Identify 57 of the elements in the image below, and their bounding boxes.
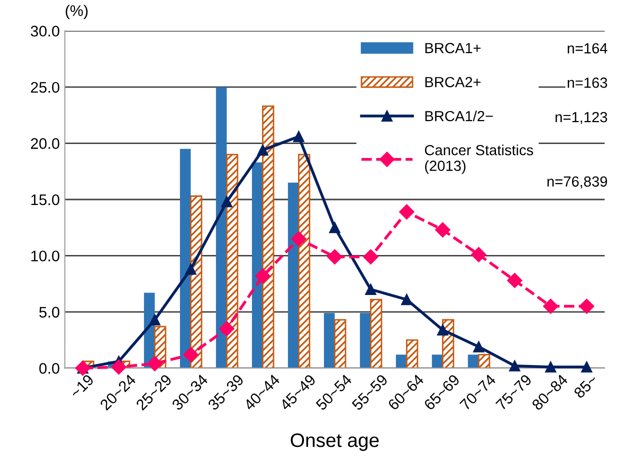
point [329,222,340,234]
y-tick-label: 20.0 [30,138,60,149]
point [291,231,306,246]
y-tick-label: 5.0 [39,306,60,318]
bar [360,313,371,368]
point [543,298,558,314]
x-tick-label: ~19 [69,374,94,399]
point [437,324,448,336]
point [581,361,592,373]
point [401,294,412,306]
legend-label: BRCA1/2− [425,110,493,122]
point [111,359,126,375]
point [219,321,234,336]
point [293,130,304,142]
point [509,360,520,372]
bar [334,319,346,368]
annotation: n=163 [568,78,608,88]
y-tick-label: 30.0 [30,26,60,37]
point [399,204,414,220]
point [255,268,270,284]
legend-label: Cancer Statistics (2013) [424,144,534,174]
point [473,341,484,352]
point [147,356,162,372]
point [185,264,196,275]
point [507,272,522,288]
annotation: n=1,123 [556,112,608,124]
point [257,144,268,156]
annotation: n=76,839 [547,176,608,188]
bar [180,148,191,368]
y-tick-label: 15.0 [31,194,60,206]
legend-label: BRCA2+ [425,76,481,88]
point [327,249,342,264]
y-tick-label: 0.0 [39,362,60,374]
point [183,347,198,362]
bar [298,154,310,368]
x-axis-title: Onset age [290,433,379,451]
point [579,298,594,314]
point [545,361,556,373]
bar [262,106,274,368]
point [435,222,450,238]
point [221,196,232,208]
bar [190,195,202,368]
bar [370,298,382,368]
y-tick-label: 10.0 [31,250,60,262]
y-tick-label: 25.0 [30,82,60,93]
annotation: n=164 [568,43,608,54]
point [471,247,486,262]
point [149,314,160,326]
point [365,284,376,295]
bar [406,339,418,368]
bar [478,354,490,368]
bar [324,313,335,368]
x-tick-label: 85~ [573,374,598,399]
y-axis-title: (%) [66,4,88,20]
legend-label: BRCA1+ [425,42,481,54]
bar [226,154,238,368]
point [363,249,378,264]
